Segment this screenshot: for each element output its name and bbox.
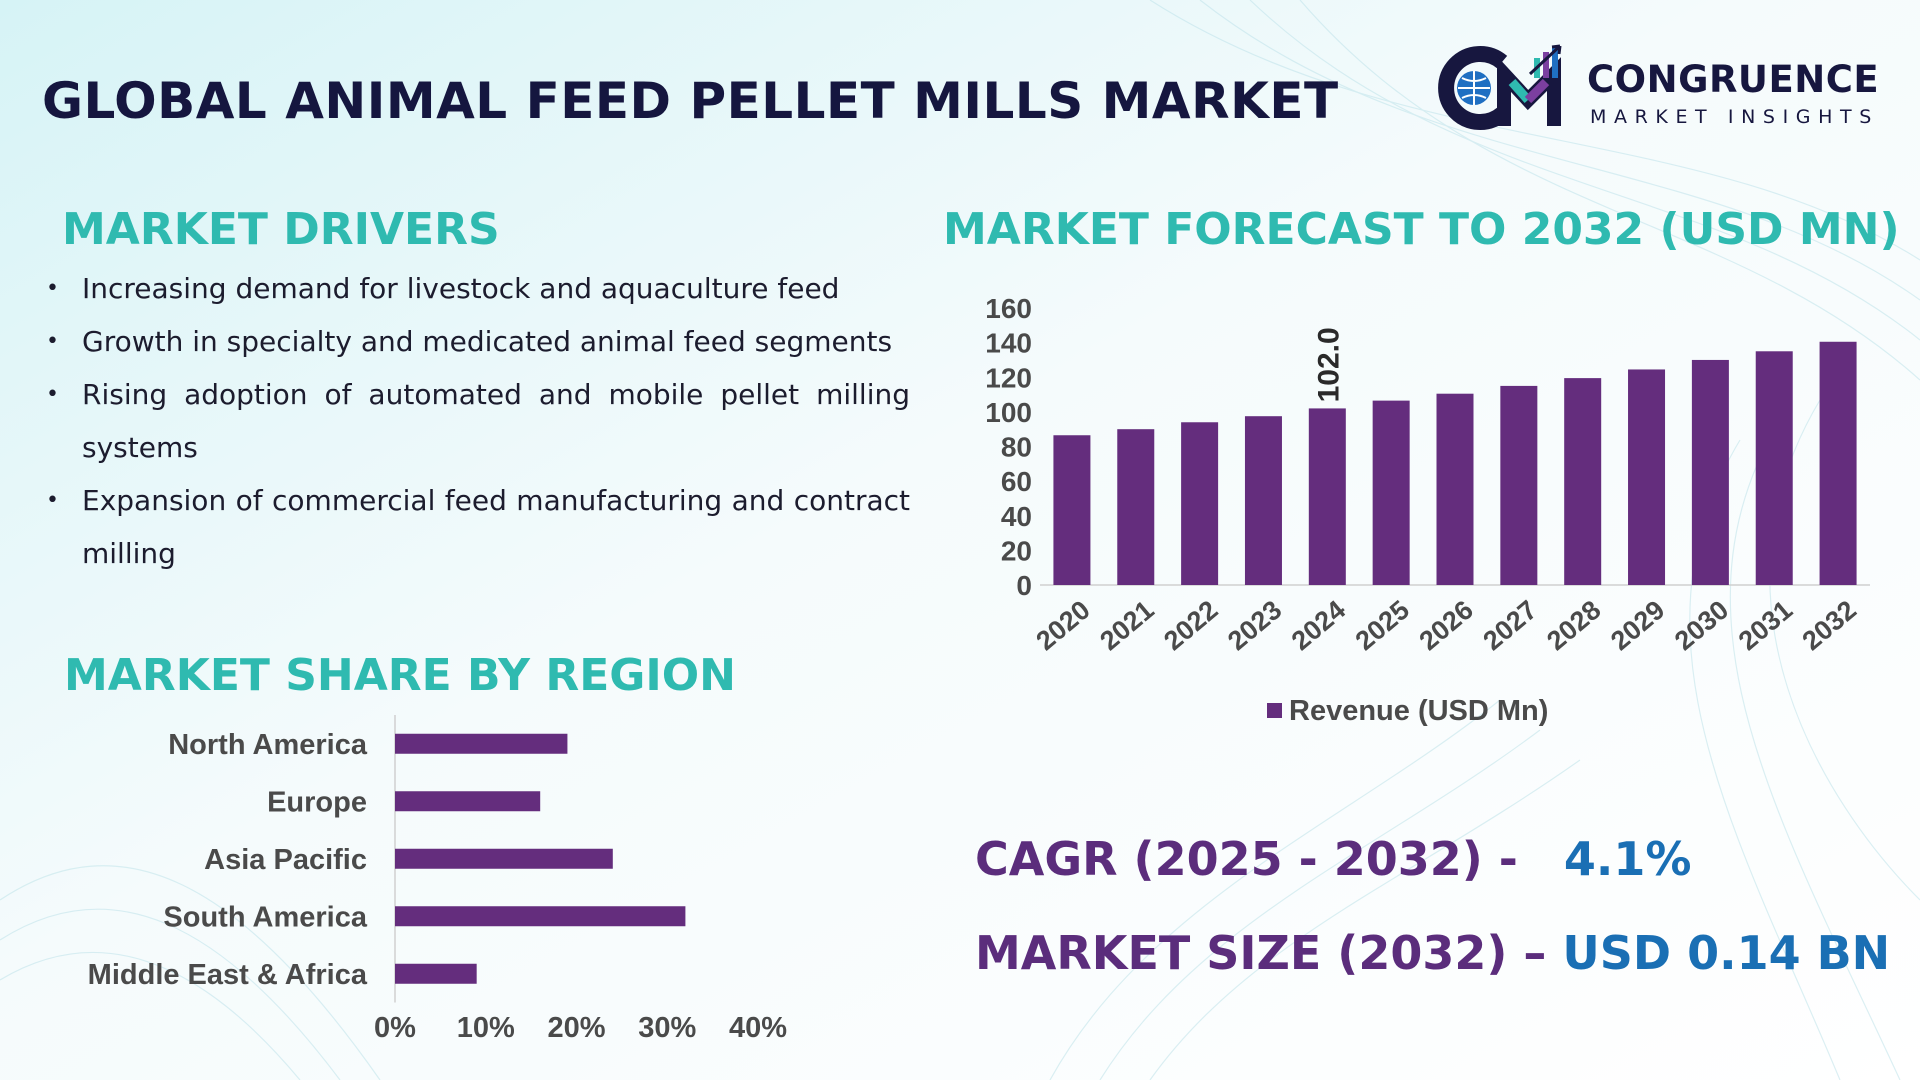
y-tick-label: 80 xyxy=(1001,432,1032,463)
cagr-value: 4.1% xyxy=(1563,832,1692,886)
x-tick-label: 2032 xyxy=(1797,595,1862,657)
forecast-bar xyxy=(1053,435,1091,585)
y-tick-label: 40 xyxy=(1001,501,1032,532)
y-tick-label: 0 xyxy=(1016,570,1032,601)
region-label: Middle East & Africa xyxy=(88,959,368,991)
forecast-bar xyxy=(1628,369,1666,585)
forecast-bar xyxy=(1755,351,1793,585)
x-tick-label: 2021 xyxy=(1094,595,1159,657)
driver-item: Increasing demand for livestock and aqua… xyxy=(44,262,910,315)
y-tick-label: 120 xyxy=(985,362,1032,393)
forecast-bar xyxy=(1691,359,1729,585)
cagr-row: CAGR (2025 - 2032) - 4.1% xyxy=(975,832,1691,886)
region-label: North America xyxy=(168,729,368,761)
page-title: GLOBAL ANIMAL FEED PELLET MILLS MARKET xyxy=(42,72,1339,130)
x-tick-label: 2025 xyxy=(1350,595,1415,657)
x-tick-label: 2022 xyxy=(1158,595,1223,657)
region-bar xyxy=(395,906,686,927)
region-bar xyxy=(395,791,541,812)
region-label: South America xyxy=(163,901,367,933)
forecast-bar-chart: 0204060801001201401602020202120222023202… xyxy=(985,293,1870,727)
forecast-bar xyxy=(1436,393,1474,585)
y-tick-label: 160 xyxy=(985,293,1032,324)
forecast-bar xyxy=(1244,416,1282,585)
forecast-bar xyxy=(1181,422,1219,585)
region-title: MARKET SHARE BY REGION xyxy=(64,650,736,701)
x-tick-label: 2024 xyxy=(1286,595,1351,657)
y-tick-label: 100 xyxy=(985,397,1032,428)
drivers-title: MARKET DRIVERS xyxy=(62,204,500,255)
region-bar xyxy=(395,963,477,984)
cmi-logo-icon xyxy=(1438,44,1562,130)
x-tick-label: 20% xyxy=(547,1012,605,1044)
y-tick-label: 60 xyxy=(1001,466,1032,497)
forecast-bar xyxy=(1372,400,1410,585)
y-tick-label: 140 xyxy=(985,328,1032,359)
driver-item: Growth in specialty and medicated animal… xyxy=(44,315,910,368)
market-size-value: USD 0.14 BN xyxy=(1562,926,1891,980)
legend-label: Revenue (USD Mn) xyxy=(1289,695,1548,727)
market-size-label: MARKET SIZE (2032) – xyxy=(975,926,1547,980)
x-tick-label: 2029 xyxy=(1605,595,1670,657)
x-tick-label: 10% xyxy=(457,1012,515,1044)
x-tick-label: 2028 xyxy=(1541,595,1606,657)
x-tick-label: 2020 xyxy=(1030,595,1095,657)
y-tick-label: 20 xyxy=(1001,535,1032,566)
region-label: Europe xyxy=(267,786,367,818)
x-tick-label: 2026 xyxy=(1414,595,1479,657)
forecast-title: MARKET FORECAST TO 2032 (USD MN) xyxy=(943,204,1900,255)
x-tick-label: 30% xyxy=(638,1012,696,1044)
cagr-label: CAGR (2025 - 2032) - xyxy=(975,832,1518,886)
forecast-bar xyxy=(1500,385,1538,585)
region-label: Asia Pacific xyxy=(204,844,367,876)
x-tick-label: 2027 xyxy=(1477,595,1542,657)
data-label: 102.0 xyxy=(1312,327,1345,402)
x-tick-label: 40% xyxy=(729,1012,787,1044)
forecast-bar xyxy=(1564,378,1602,585)
legend-swatch xyxy=(1267,703,1282,718)
region-bar xyxy=(395,733,568,754)
market-size-row: MARKET SIZE (2032) – USD 0.14 BN xyxy=(975,926,1890,980)
region-bar xyxy=(395,848,613,869)
driver-item: Rising adoption of automated and mobile … xyxy=(44,368,910,474)
forecast-bar xyxy=(1308,408,1346,585)
driver-item: Expansion of commercial feed manufacturi… xyxy=(44,474,910,580)
logo-name: CONGRUENCE xyxy=(1587,58,1880,101)
x-tick-label: 2030 xyxy=(1669,595,1734,657)
region-bar-chart: North America Europe Asia Pacific South Ame… xyxy=(88,715,787,1044)
x-tick-label: 2031 xyxy=(1733,595,1798,657)
x-tick-label: 2023 xyxy=(1222,595,1287,657)
logo-tagline: MARKET INSIGHTS xyxy=(1590,106,1879,128)
forecast-bar xyxy=(1819,341,1857,585)
forecast-bar xyxy=(1117,429,1155,585)
x-tick-label: 0% xyxy=(374,1012,416,1044)
drivers-list: Increasing demand for livestock and aqua… xyxy=(44,262,910,580)
